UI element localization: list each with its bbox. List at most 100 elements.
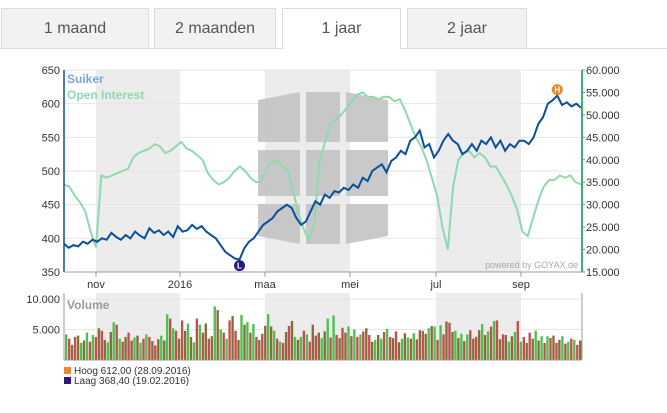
- volume-bar: [356, 336, 359, 360]
- volume-bar: [255, 336, 258, 360]
- volume-bar: [365, 328, 368, 360]
- volume-bar: [169, 318, 172, 360]
- volume-bar: [546, 336, 549, 360]
- volume-bar: [486, 331, 490, 360]
- tab-1-jaar[interactable]: 1 jaar: [282, 8, 401, 49]
- volume-bar: [65, 334, 68, 360]
- volume-bar: [172, 328, 175, 360]
- tab-2-jaar[interactable]: 2 jaar: [407, 8, 527, 48]
- volume-bar: [478, 330, 481, 360]
- volume-bar: [213, 306, 216, 360]
- volume-bar: [451, 332, 454, 360]
- volume-bar: [338, 338, 341, 360]
- volume-bar: [261, 333, 264, 360]
- volume-bar: [460, 333, 463, 360]
- volume-bar: [204, 323, 207, 360]
- volume-bar: [475, 336, 478, 360]
- volume-bar: [418, 330, 421, 360]
- left-y-tick-label: 650: [42, 65, 60, 77]
- volume-bar: [249, 332, 252, 360]
- x-tick-labels: nov 2016 maa mei jul sep: [87, 272, 530, 291]
- volume-bar: [513, 332, 517, 360]
- volume-bar: [552, 335, 555, 360]
- volume-bar: [537, 340, 540, 360]
- volume-bar: [555, 342, 558, 360]
- volume-bar: [240, 314, 243, 360]
- volume-bar: [400, 338, 404, 360]
- volume-bar: [296, 339, 300, 360]
- open-interest-series-line: [63, 91, 582, 250]
- volume-bar: [70, 344, 74, 360]
- volume-bar: [409, 338, 413, 360]
- volume-bar: [332, 315, 335, 360]
- volume-bar: [121, 341, 124, 360]
- volume-bar: [311, 324, 314, 360]
- volume-bar: [445, 321, 448, 360]
- volume-bar: [166, 314, 169, 360]
- volume-bar: [192, 342, 196, 360]
- volume-bar: [501, 334, 505, 360]
- volume-bar: [287, 325, 291, 360]
- left-y-tick-label: 500: [42, 166, 60, 178]
- low-marker: L: [233, 260, 245, 272]
- volume-bar: [380, 338, 383, 360]
- volume-bar: [359, 334, 362, 360]
- volume-bar: [403, 333, 407, 360]
- volume-bar: [397, 342, 401, 360]
- volume-bar: [73, 336, 77, 360]
- volume-bar: [302, 330, 306, 360]
- volume-bar: [382, 332, 386, 360]
- volume-bar: [344, 332, 347, 360]
- volume-bar: [436, 339, 439, 360]
- volume-bar: [483, 335, 487, 360]
- volume-bar: [472, 338, 475, 360]
- x-tick-label: 2016: [168, 279, 192, 291]
- volume-bar: [362, 331, 365, 360]
- tab-1-maand[interactable]: 1 maand: [1, 8, 149, 48]
- volume-bar: [290, 321, 294, 360]
- volume-bar: [246, 322, 249, 360]
- volume-bar: [492, 321, 496, 360]
- volume-grid-lines: [64, 298, 582, 331]
- left-y-tick-label: 600: [42, 99, 60, 111]
- volume-bar: [276, 338, 279, 360]
- volume-bar: [406, 337, 410, 360]
- x-tick-label: mei: [341, 279, 359, 291]
- volume-bar: [457, 338, 460, 360]
- volume-bar: [525, 342, 528, 360]
- volume-bar: [377, 335, 380, 360]
- volume-bar: [368, 335, 371, 360]
- volume-bar: [136, 335, 139, 360]
- volume-bar: [391, 338, 395, 360]
- volume-bar: [427, 328, 430, 360]
- volume-bar: [412, 333, 415, 360]
- volume-bar: [549, 338, 552, 360]
- volume-bar: [195, 318, 199, 360]
- volume-bars: [65, 306, 582, 360]
- volume-bar: [317, 332, 320, 360]
- volume-bar: [157, 339, 160, 360]
- volume-bar: [118, 338, 121, 360]
- volume-bar: [388, 336, 392, 360]
- volume-bar: [115, 324, 118, 360]
- volume-bar: [522, 336, 525, 360]
- tab-2-maanden[interactable]: 2 maanden: [154, 8, 276, 48]
- volume-bar: [160, 335, 163, 360]
- volume-bar: [237, 339, 240, 360]
- volume-bar: [216, 310, 219, 360]
- volume-bar: [394, 331, 398, 360]
- volume-bar: [489, 326, 493, 360]
- volume-bar: [498, 339, 502, 360]
- left-y-tick-label: 550: [42, 132, 60, 144]
- volume-bar: [88, 341, 92, 360]
- volume-bar: [495, 320, 499, 360]
- volume-bar: [519, 341, 522, 360]
- x-tick-label: maa: [254, 279, 276, 291]
- volume-bar: [79, 342, 83, 360]
- powered-by-watermark: powered by GOYAX.de: [485, 260, 578, 270]
- right-y-tick-label: 45.000: [586, 132, 620, 144]
- volume-bar: [127, 332, 130, 360]
- volume-bar: [174, 330, 178, 360]
- volume-bar: [579, 340, 582, 360]
- volume-bar: [222, 332, 225, 360]
